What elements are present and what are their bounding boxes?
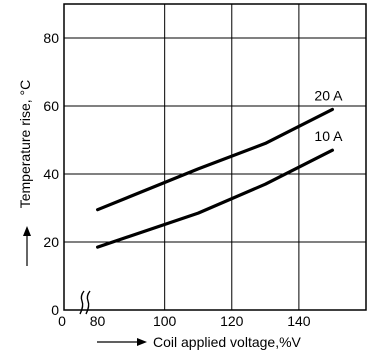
y-tick-label: 60 (43, 98, 59, 114)
y-tick-label: 20 (43, 234, 59, 250)
y-axis-label: Temperature rise, °C (17, 80, 33, 209)
x-tick-label: 120 (220, 313, 244, 329)
y-tick-label: 0 (51, 302, 59, 318)
series-label: 10 A (314, 128, 343, 144)
axis-break-marker (79, 290, 91, 315)
x-tick-label: 140 (287, 313, 311, 329)
series-label: 20 A (314, 87, 343, 103)
plot-frame (63, 3, 367, 311)
series-lines (95, 107, 334, 249)
x-break-label: 0 (58, 313, 66, 329)
y-axis-arrow (23, 226, 31, 266)
series-line-1 (95, 148, 334, 249)
y-tick-label: 40 (43, 166, 59, 182)
series-labels: 20 A 10 A (314, 87, 343, 144)
x-tick-label: 80 (90, 313, 106, 329)
x-axis-label: Coil applied voltage,%V (153, 334, 302, 350)
series-line-0 (95, 107, 334, 212)
y-tick-label: 80 (43, 30, 59, 46)
y-tick-labels: 0 20 40 60 80 (43, 30, 59, 318)
x-axis-arrow (97, 338, 147, 346)
x-tick-label: 100 (153, 313, 177, 329)
x-tick-labels: 80 100 120 140 (90, 313, 311, 329)
